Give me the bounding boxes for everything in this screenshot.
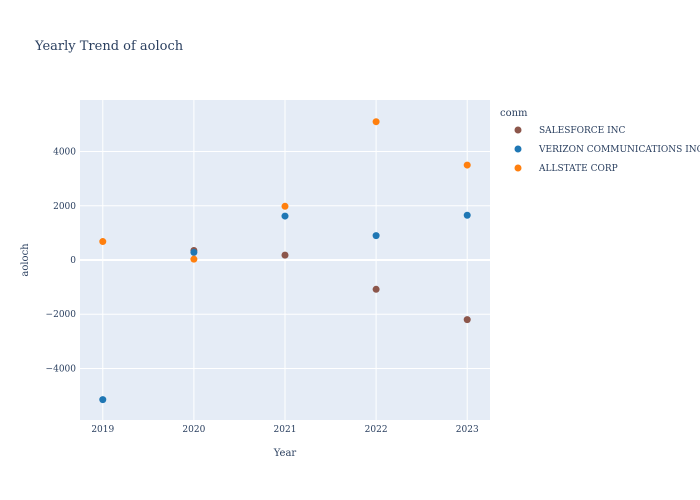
data-point[interactable]	[190, 255, 198, 263]
data-point[interactable]	[372, 118, 380, 126]
y-tick-label: −4000	[46, 364, 77, 374]
x-tick-label: 2020	[182, 425, 205, 435]
legend-marker[interactable]	[514, 164, 522, 172]
data-point[interactable]	[463, 316, 471, 324]
x-axis-title: Year	[273, 448, 297, 459]
data-point[interactable]	[281, 212, 289, 220]
x-tick-label: 2023	[456, 425, 479, 435]
chart-title: Yearly Trend of aoloch	[34, 39, 184, 54]
legend-item-label[interactable]: ALLSTATE CORP	[538, 164, 618, 174]
data-point[interactable]	[372, 232, 380, 240]
x-tick-label: 2019	[91, 425, 114, 435]
x-axis-ticks: 2019 2020 2021 2022 2023	[91, 425, 479, 435]
x-tick-label: 2021	[274, 425, 297, 435]
data-point[interactable]	[463, 211, 471, 219]
x-tick-label: 2022	[365, 425, 388, 435]
legend-title: conm	[500, 108, 528, 119]
data-point[interactable]	[281, 251, 289, 259]
data-point[interactable]	[281, 202, 289, 210]
legend-marker[interactable]	[514, 145, 522, 153]
legend-item-label[interactable]: VERIZON COMMUNICATIONS INC	[538, 145, 700, 155]
data-point[interactable]	[372, 285, 380, 293]
data-point[interactable]	[99, 238, 107, 246]
legend-marker[interactable]	[514, 126, 522, 134]
data-point[interactable]	[190, 248, 198, 256]
y-tick-label: 2000	[53, 202, 76, 212]
y-tick-label: 4000	[53, 148, 76, 158]
legend-item-label[interactable]: SALESFORCE INC	[539, 126, 626, 136]
y-axis-title: aoloch	[20, 243, 31, 277]
data-point[interactable]	[99, 396, 107, 404]
legend[interactable]: conm SALESFORCE INC VERIZON COMMUNICATION…	[500, 108, 700, 174]
data-point[interactable]	[463, 161, 471, 169]
y-axis-ticks: −4000 −2000 0 2000 4000	[46, 148, 77, 375]
y-tick-label: −2000	[46, 310, 77, 320]
data-points	[99, 118, 471, 404]
y-tick-label: 0	[70, 256, 76, 266]
